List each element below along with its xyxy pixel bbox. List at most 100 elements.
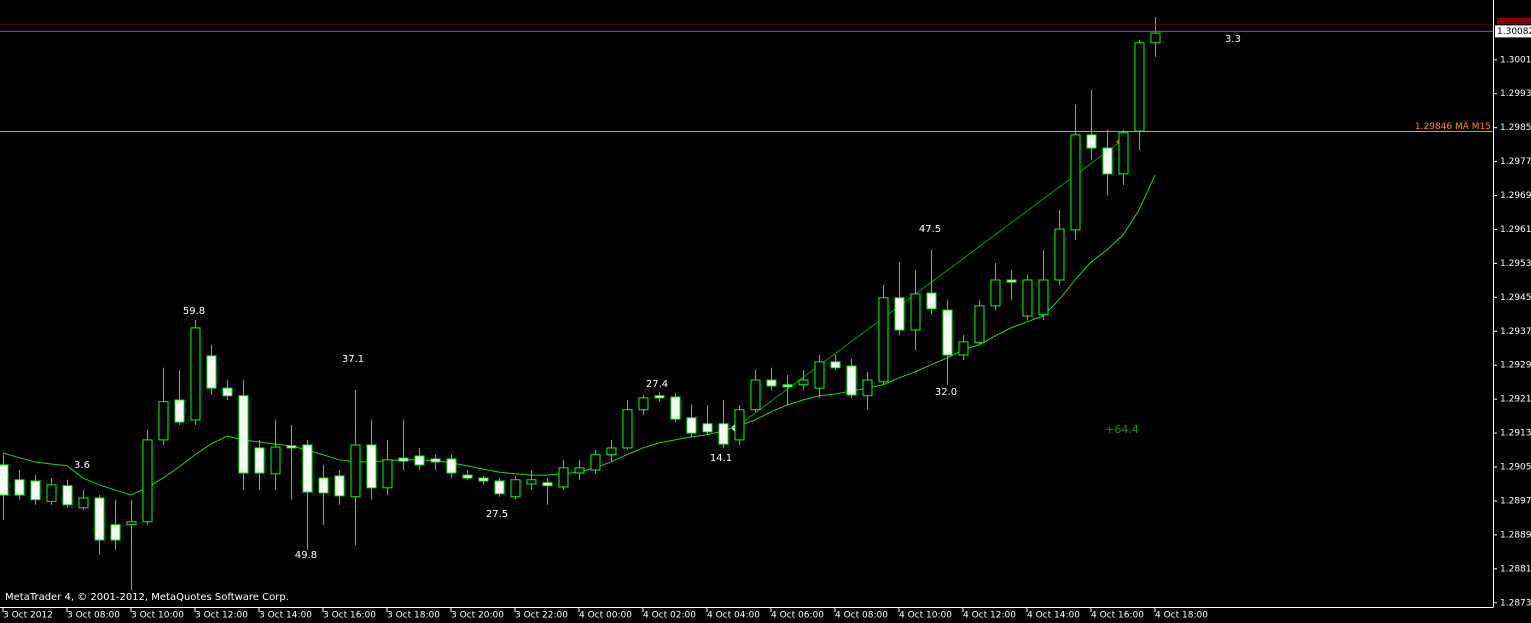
candle-body [478, 477, 489, 482]
candle-body [30, 480, 41, 501]
x-tick-label: 4 Oct 08:00 [835, 611, 888, 621]
candle-body [190, 327, 201, 421]
annotation: 49.8 [295, 550, 317, 561]
x-tick-label: 3 Oct 12:00 [195, 611, 248, 621]
x-tick-label: 4 Oct 02:00 [643, 611, 696, 621]
candle-body [254, 447, 265, 474]
candle-body [686, 417, 697, 434]
candle-body [1038, 279, 1049, 316]
x-tick-label: 4 Oct 12:00 [963, 611, 1016, 621]
x-tick-label: 3 Oct 10:00 [131, 611, 184, 621]
y-tick-label: 1.28815 [1500, 564, 1531, 574]
y-tick-label: 1.29135 [1500, 429, 1531, 439]
y-tick-label: 1.28735 [1500, 598, 1531, 608]
candle-body [670, 396, 681, 420]
x-tick-label: 3 Oct 18:00 [387, 611, 440, 621]
annotation: 59.8 [183, 306, 205, 317]
marks [0, 16, 1161, 591]
y-tick-label: 1.29935 [1500, 89, 1531, 99]
candle-body [238, 395, 249, 474]
x-tick-label: 4 Oct 16:00 [1091, 611, 1144, 621]
candle-body [734, 409, 745, 441]
candle-body [62, 485, 73, 506]
candle-body [654, 395, 665, 399]
x-tick-label: 4 Oct 18:00 [1155, 611, 1208, 621]
candle-body [878, 297, 889, 383]
candle-body [702, 423, 713, 433]
candle-body [894, 297, 905, 331]
candle-body [1070, 134, 1081, 231]
annotation: 32.0 [935, 387, 957, 398]
candle-body [1022, 279, 1033, 317]
candle-body [94, 497, 105, 541]
candle-body [1102, 147, 1113, 175]
candle-body [398, 457, 409, 462]
x-tick-label: 3 Oct 14:00 [259, 611, 312, 621]
y-tick-label: 1.29215 [1500, 395, 1531, 405]
annotation: 37.1 [342, 354, 364, 365]
price-label: 1.30082 [1497, 27, 1531, 37]
candle-body [446, 458, 457, 474]
candle-body [350, 444, 361, 498]
x-tick-label: 3 Oct 08:00 [67, 611, 120, 621]
candle-body [542, 482, 553, 487]
y-tick-label: 1.29455 [1500, 293, 1531, 303]
candle-body [910, 293, 921, 331]
x-tick-label: 3 Oct 16:00 [323, 611, 376, 621]
indicator-box [1497, 18, 1531, 24]
annotation: 47.5 [919, 224, 941, 235]
candle-body [382, 459, 393, 489]
candle-body [1134, 42, 1145, 132]
annotation: 14.1 [710, 453, 732, 464]
candle-body [814, 361, 825, 389]
candle-body [206, 355, 217, 389]
candle-body [366, 444, 377, 489]
y-tick-label: 1.29295 [1500, 361, 1531, 371]
annotation: +64.4 [1105, 423, 1139, 436]
candle-body [0, 464, 9, 496]
x-tick-label: 4 Oct 10:00 [899, 611, 952, 621]
candle-body [222, 387, 233, 397]
price-box [1495, 25, 1531, 38]
candle-body [78, 497, 89, 509]
candle-body [990, 279, 1001, 307]
candle-body [782, 384, 793, 388]
footer: MetaTrader 4, © 2001-2012, MetaQuotes So… [5, 592, 289, 603]
y-tick-label: 1.28975 [1500, 496, 1531, 506]
y-tick-label: 1.29375 [1500, 327, 1531, 337]
candle-body [270, 446, 281, 475]
candle-body [174, 399, 185, 423]
annotation: 3.6 [74, 460, 90, 471]
candle-body [126, 521, 137, 526]
candle-body [14, 479, 25, 496]
candle-body [510, 479, 521, 498]
candle-body [574, 467, 585, 474]
candle-body [1054, 228, 1065, 281]
x-tick-label: 4 Oct 06:00 [771, 611, 824, 621]
x-tick-label: 3 Oct 2012 [3, 611, 53, 621]
level-label: 1.29846 MA M15 [1415, 122, 1491, 132]
candle-body [46, 484, 57, 502]
candle-body [958, 341, 969, 356]
candle-body [414, 455, 425, 466]
candle-body [302, 444, 313, 493]
candle-body [334, 475, 345, 497]
candle-body [430, 458, 441, 463]
candle-body [1086, 134, 1097, 149]
x-tick-label: 4 Oct 04:00 [707, 611, 760, 621]
candle-body [142, 439, 153, 523]
candle-body [622, 409, 633, 449]
candle-body [558, 467, 569, 488]
candle-body [110, 524, 121, 541]
candle-body [1006, 279, 1017, 283]
candle-body [494, 480, 505, 495]
candle-body [942, 309, 953, 356]
candle-body [462, 474, 473, 479]
annotation: 3.3 [1225, 34, 1241, 45]
candle-body [590, 454, 601, 471]
x-tick-label: 3 Oct 22:00 [515, 611, 568, 621]
candle-body [862, 379, 873, 397]
y-tick-label: 1.29535 [1500, 259, 1531, 269]
